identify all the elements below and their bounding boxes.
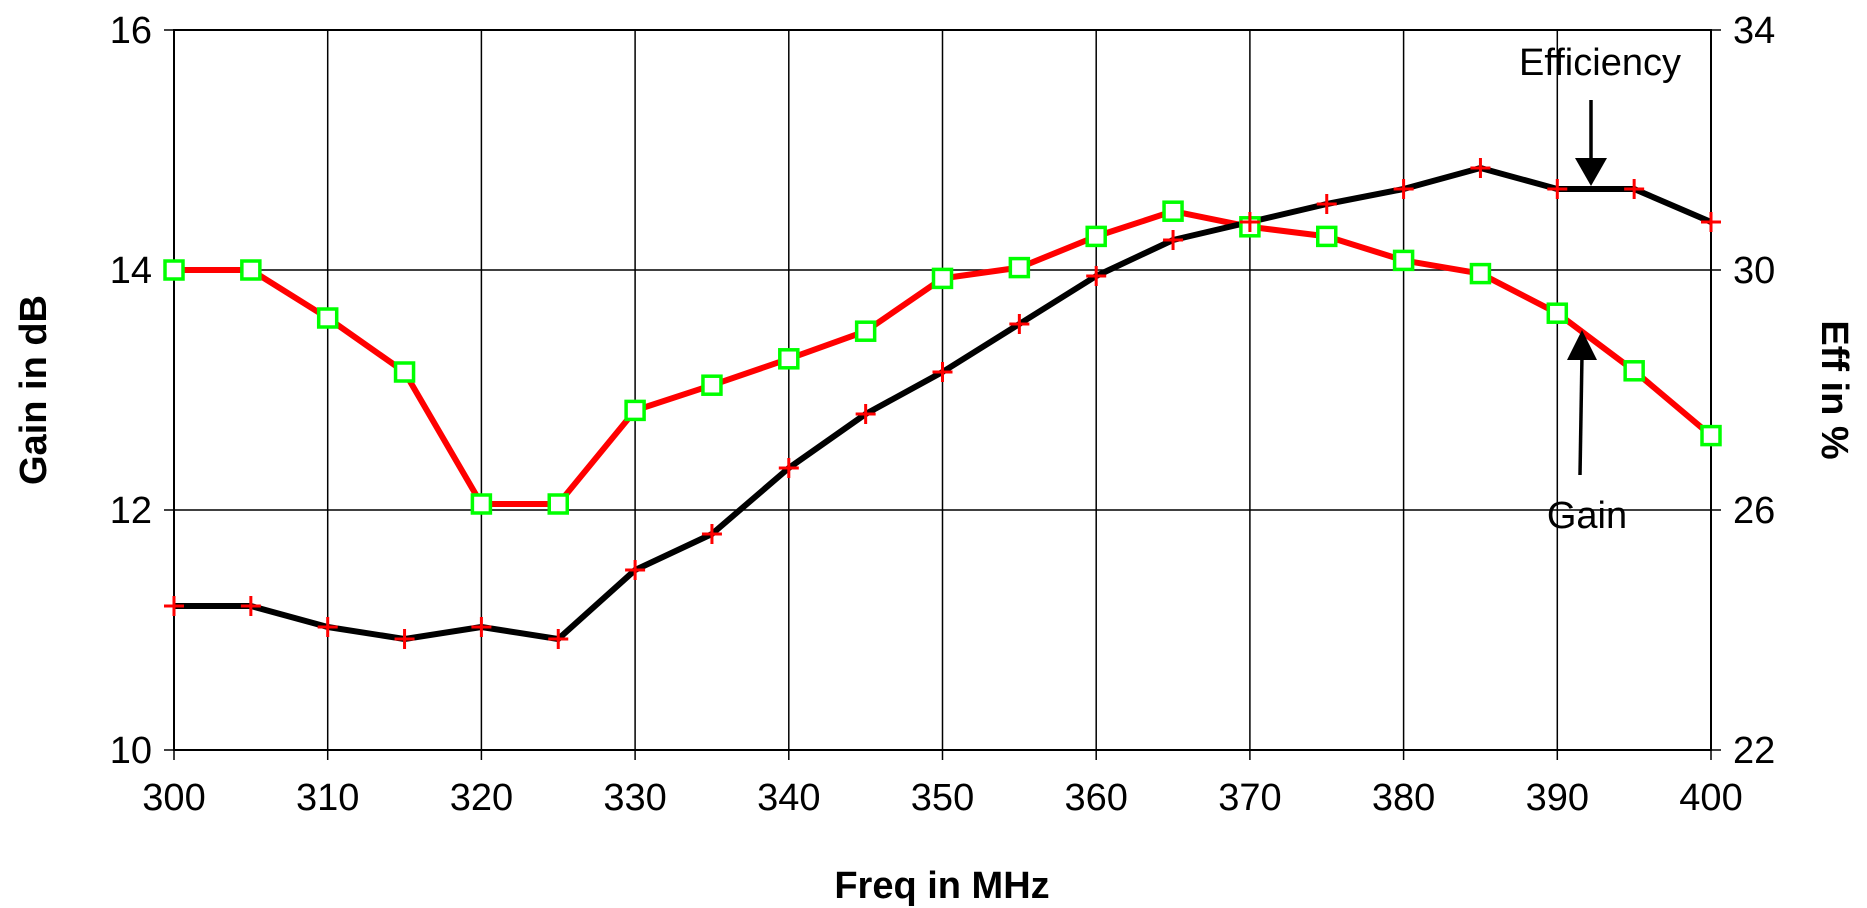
efficiency-point	[1624, 179, 1645, 199]
x-tick-label: 380	[1372, 777, 1435, 819]
efficiency-point	[1393, 179, 1414, 199]
efficiency-point	[625, 560, 646, 580]
efficiency-point	[548, 629, 569, 649]
gain-point	[778, 348, 800, 370]
gain-point	[240, 259, 262, 281]
gain-point	[1162, 200, 1184, 222]
gridlines	[164, 29, 1721, 760]
annotations: Efficiency Gain	[1519, 42, 1681, 537]
gain-point	[1546, 302, 1569, 324]
x-tick-label: 330	[603, 777, 666, 819]
gain-point	[1085, 225, 1107, 248]
gain-point	[393, 361, 416, 383]
x-axis-title: Freq in MHz	[834, 865, 1049, 907]
efficiency-point	[1547, 179, 1568, 199]
efficiency-point	[932, 362, 953, 382]
efficiency-point	[1009, 314, 1030, 334]
efficiency-point	[471, 617, 492, 637]
gain-point	[701, 374, 723, 396]
left-axis-title: Gain in dB	[13, 295, 55, 485]
gain-point	[1316, 225, 1338, 248]
y-left-tick-label: 14	[110, 250, 152, 292]
x-tick-label: 300	[142, 777, 205, 819]
x-tick-label: 370	[1218, 777, 1281, 819]
efficiency-point	[1086, 266, 1107, 286]
efficiency-point	[1470, 158, 1491, 178]
tick-labels: 300 310 320 330 340 350 360 370 380 390 400 10 12 14 1…	[110, 10, 1776, 819]
y-left-tick-label: 12	[110, 490, 152, 532]
efficiency-point	[1316, 194, 1337, 214]
x-tick-label: 360	[1064, 777, 1127, 819]
y-left-tick-label: 16	[110, 10, 152, 52]
y-left-tick-label: 10	[110, 730, 152, 772]
x-tick-label: 400	[1679, 777, 1742, 819]
gain-point	[931, 267, 954, 290]
gain-point	[470, 493, 493, 515]
x-tick-label: 390	[1526, 777, 1589, 819]
x-tick-label: 350	[911, 777, 974, 819]
gain-point	[1623, 360, 1645, 382]
gain-annotation-label: Gain	[1547, 495, 1627, 537]
efficiency-point	[164, 596, 184, 616]
y-right-tick-label: 26	[1733, 490, 1775, 532]
efficiency-point	[317, 617, 338, 637]
y-right-tick-label: 34	[1733, 10, 1775, 52]
series-layer	[163, 158, 1722, 649]
gain-point	[316, 307, 339, 329]
gain-point	[163, 259, 185, 281]
gain-point	[1469, 262, 1492, 285]
gain-point	[624, 399, 646, 422]
efficiency-point	[240, 596, 261, 616]
gain-point	[547, 493, 569, 515]
y-right-tick-label: 22	[1733, 730, 1775, 772]
y-right-tick-label: 30	[1733, 250, 1775, 292]
efficiency-point	[1239, 212, 1260, 232]
efficiency-point	[701, 524, 722, 544]
efficiency-point	[1163, 230, 1184, 250]
gain-point	[854, 320, 877, 342]
gain-point	[1700, 424, 1722, 447]
efficiency-point	[855, 404, 876, 424]
gain-annotation-arrow-shaft	[1578, 354, 1584, 476]
gain-point	[1392, 249, 1415, 272]
gain-annotation-arrowhead	[1567, 330, 1597, 360]
right-axis-title: Eff in %	[1813, 320, 1855, 459]
gain-point	[1008, 256, 1031, 279]
x-tick-label: 320	[450, 777, 513, 819]
efficiency-point	[394, 629, 415, 649]
plot-area-frame	[173, 29, 1712, 751]
efficiency-point	[1701, 212, 1721, 232]
efficiency-annotation-label: Efficiency	[1519, 42, 1681, 84]
x-tick-label: 310	[296, 777, 359, 819]
efficiency-point	[778, 458, 799, 478]
efficiency-annotation-arrowhead	[1575, 158, 1607, 186]
x-tick-label: 340	[757, 777, 820, 819]
